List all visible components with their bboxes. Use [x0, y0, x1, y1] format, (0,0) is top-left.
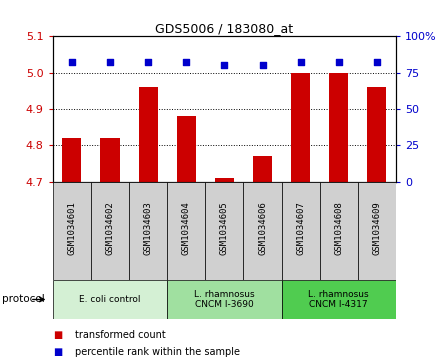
Point: [297, 60, 304, 65]
Text: L. rhamnosus
CNCM I-3690: L. rhamnosus CNCM I-3690: [194, 290, 255, 309]
Bar: [253, 156, 272, 182]
Point: [335, 60, 342, 65]
Bar: [167, 182, 205, 280]
Text: percentile rank within the sample: percentile rank within the sample: [75, 347, 240, 357]
Text: GSM1034607: GSM1034607: [296, 202, 305, 256]
Text: GSM1034602: GSM1034602: [106, 202, 114, 256]
Text: GSM1034606: GSM1034606: [258, 202, 267, 256]
Text: GSM1034601: GSM1034601: [67, 202, 77, 256]
Text: GSM1034609: GSM1034609: [372, 202, 381, 256]
Bar: [167, 280, 282, 319]
Bar: [100, 138, 120, 182]
Bar: [139, 87, 158, 182]
Text: E. coli control: E. coli control: [79, 295, 141, 304]
Title: GDS5006 / 183080_at: GDS5006 / 183080_at: [155, 22, 293, 35]
Bar: [329, 73, 348, 182]
Point: [374, 60, 381, 65]
Bar: [282, 280, 396, 319]
Text: GSM1034604: GSM1034604: [182, 202, 191, 256]
Text: L. rhamnosus
CNCM I-4317: L. rhamnosus CNCM I-4317: [308, 290, 369, 309]
Bar: [320, 182, 358, 280]
Bar: [129, 182, 167, 280]
Text: transformed count: transformed count: [75, 330, 165, 340]
Bar: [205, 182, 243, 280]
Bar: [53, 280, 167, 319]
Point: [221, 62, 228, 68]
Bar: [358, 182, 396, 280]
Text: ■: ■: [53, 330, 62, 340]
Bar: [62, 138, 81, 182]
Text: GSM1034605: GSM1034605: [220, 202, 229, 256]
Point: [68, 60, 75, 65]
Point: [259, 62, 266, 68]
Bar: [291, 73, 310, 182]
Bar: [367, 87, 386, 182]
Point: [145, 60, 152, 65]
Text: GSM1034603: GSM1034603: [143, 202, 153, 256]
Bar: [282, 182, 320, 280]
Bar: [53, 182, 91, 280]
Point: [106, 60, 114, 65]
Bar: [243, 182, 282, 280]
Bar: [91, 182, 129, 280]
Text: GSM1034608: GSM1034608: [334, 202, 343, 256]
Bar: [215, 178, 234, 182]
Point: [183, 60, 190, 65]
Bar: [177, 116, 196, 182]
Text: ■: ■: [53, 347, 62, 357]
Text: protocol: protocol: [2, 294, 45, 305]
